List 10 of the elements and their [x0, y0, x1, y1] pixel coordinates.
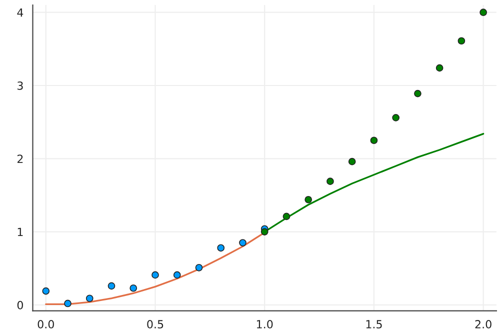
x-tick-label: 1.5 — [366, 320, 382, 328]
y-tick-label: 0 — [17, 300, 23, 310]
y-tick-label: 2 — [17, 154, 23, 163]
x-tick-label: 0.0 — [38, 320, 54, 328]
y-tick-label: 4 — [17, 8, 24, 17]
y-tick-label: 3 — [18, 81, 23, 90]
y-tick-label: 1 — [18, 228, 23, 236]
x-tick-label: 0.5 — [147, 320, 164, 328]
x-tick-label: 2.0 — [475, 320, 492, 328]
x-tick-label: 1.0 — [256, 320, 273, 328]
